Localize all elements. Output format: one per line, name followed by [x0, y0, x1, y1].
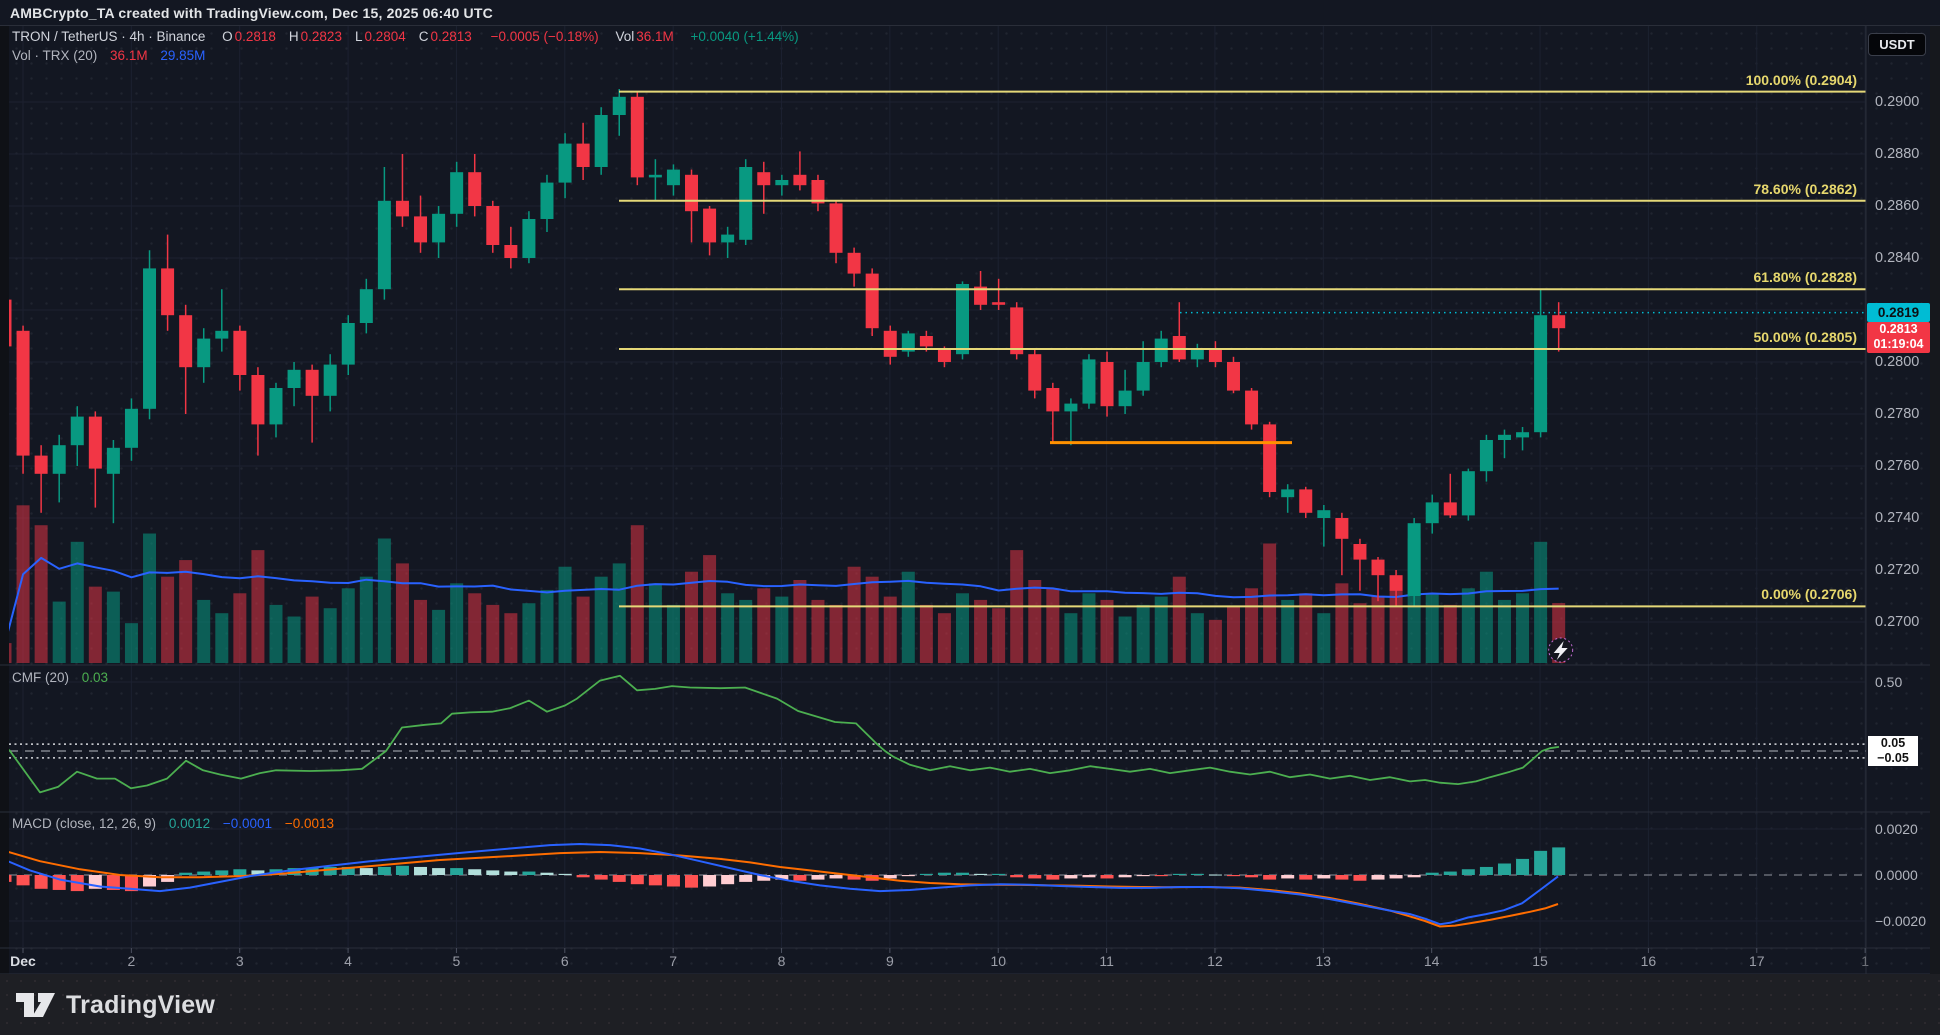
price-tick: 0.2780: [1875, 406, 1920, 422]
price-tick: 0.2840: [1875, 250, 1920, 266]
fib-level-label: 61.80% (0.2828): [1753, 269, 1857, 286]
macd-legend[interactable]: MACD (close, 12, 26, 9) 0.0012 −0.0001 −…: [12, 816, 334, 831]
macd-title[interactable]: MACD (close, 12, 26, 9): [12, 816, 157, 831]
fib-level-label: 0.00% (0.2706): [1761, 586, 1857, 603]
time-axis-label[interactable]: 12: [1207, 953, 1223, 969]
tradingview-logo[interactable]: TradingView: [14, 988, 215, 1022]
ohlc-value: 0.2813: [430, 29, 472, 44]
volume-ma-value: 29.85M: [160, 48, 206, 63]
ohlc-values: O 0.2818 H 0.2823 L 0.2804 C 0.2813: [222, 29, 485, 44]
tradingview-brand-text: TradingView: [66, 990, 216, 1019]
volume-indicator-legend[interactable]: Vol · TRX (20) 36.1M 29.85M: [12, 48, 205, 63]
symbol-legend-row[interactable]: TRON / TetherUS · 4h · Binance O 0.2818 H 0…: [12, 29, 801, 44]
footer-bar: TradingView: [0, 974, 1940, 1035]
attribution-bar: AMBCrypto_TA created with TradingView.co…: [0, 0, 1940, 26]
time-axis-label[interactable]: 5: [452, 953, 461, 969]
time-axis-label[interactable]: 17: [1748, 953, 1765, 969]
volume-indicator-value: 36.1M: [110, 48, 148, 63]
last-price-value: 0.2813: [1879, 322, 1918, 336]
flash-icon[interactable]: [1548, 637, 1574, 663]
chart-frame[interactable]: [9, 26, 1930, 974]
price-tick: 0.2760: [1875, 458, 1920, 474]
price-tick: 0.2740: [1875, 510, 1920, 526]
time-axis-label[interactable]: 2: [127, 953, 136, 969]
fib-level-label: 100.00% (0.2904): [1745, 71, 1857, 88]
last-price-countdown-tag: 0.2813 01:19:04: [1867, 322, 1930, 353]
time-axis-label[interactable]: 16: [1640, 953, 1657, 969]
time-axis-label[interactable]: 3: [235, 953, 244, 969]
macd-line-value: −0.0001: [222, 816, 273, 831]
cmf-band-lower-tag: −0.05: [1868, 750, 1918, 766]
time-axis-label[interactable]: 13: [1315, 953, 1332, 969]
currency-toggle-button[interactable]: USDT: [1868, 33, 1926, 56]
macd-axis-tick: 0.0020: [1875, 821, 1918, 837]
time-axis-label[interactable]: 15: [1532, 953, 1548, 969]
volume-value: 36.1M: [636, 29, 674, 44]
fib-level-label: 50.00% (0.2805): [1753, 329, 1857, 345]
ohlc-label: C: [418, 29, 429, 44]
macd-signal-value: −0.0013: [284, 816, 335, 831]
volume-indicator-title[interactable]: Vol · TRX (20): [12, 48, 98, 63]
price-tick: 0.2700: [1875, 614, 1920, 630]
cmf-band-upper-tag: 0.05: [1868, 736, 1918, 752]
cmf-legend[interactable]: CMF (20) 0.03: [12, 670, 108, 685]
ohlc-value: 0.2823: [300, 29, 342, 44]
macd-axis-tick: −0.0020: [1875, 913, 1926, 929]
symbol-title[interactable]: TRON / TetherUS · 4h · Binance: [12, 29, 206, 44]
prev-close-price-tag: 0.2819: [1867, 303, 1930, 322]
fib-level-label: 78.60% (0.2862): [1753, 180, 1857, 197]
macd-axis-tick: 0.0000: [1875, 867, 1918, 883]
tradingview-logo-icon: [16, 993, 55, 1017]
time-axis-label[interactable]: 14: [1423, 953, 1440, 969]
attribution-text: AMBCrypto_TA created with TradingView.co…: [10, 5, 493, 21]
bar-countdown: 01:19:04: [1873, 337, 1924, 351]
price-tick: 0.2720: [1875, 562, 1920, 578]
time-axis-label[interactable]: 6: [560, 953, 569, 969]
cmf-title[interactable]: CMF (20): [12, 670, 69, 685]
time-axis-label[interactable]: Dec: [10, 953, 36, 969]
ohlc-value: 0.2804: [364, 29, 406, 44]
time-axis-label[interactable]: 9: [885, 953, 894, 969]
price-change: −0.0005 (−0.18%): [490, 29, 599, 44]
price-tick: 0.2800: [1875, 354, 1920, 370]
cmf-axis-top: 0.50: [1875, 674, 1903, 690]
time-axis-label[interactable]: 8: [777, 953, 786, 969]
time-axis-label[interactable]: 4: [344, 953, 352, 969]
ohlc-label: H: [288, 29, 299, 44]
time-axis-label[interactable]: 10: [990, 953, 1007, 969]
time-axis-label[interactable]: 7: [669, 953, 678, 969]
macd-hist-value: 0.0012: [168, 816, 211, 831]
volume-change: +0.0040 (+1.44%): [690, 29, 799, 44]
price-tick: 0.2900: [1875, 94, 1920, 110]
main-chart-svg[interactable]: [0, 0, 1940, 975]
price-tick: 0.2860: [1875, 198, 1920, 214]
ohlc-value: 0.2818: [234, 29, 276, 44]
price-tick: 0.2880: [1875, 146, 1920, 162]
time-axis-label[interactable]: 1: [1861, 953, 1870, 969]
cmf-value: 0.03: [81, 670, 109, 685]
ohlc-label: O: [222, 29, 233, 44]
time-axis-label[interactable]: 11: [1099, 953, 1114, 969]
volume-label: Vol: [615, 29, 635, 44]
ohlc-label: L: [354, 29, 363, 44]
